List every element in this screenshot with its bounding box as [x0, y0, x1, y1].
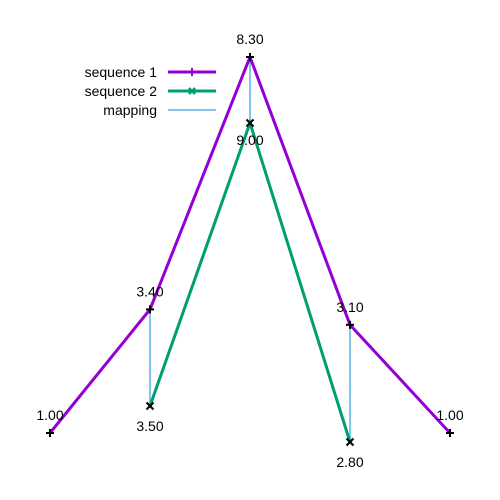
- data-label: 3.10: [336, 299, 363, 315]
- data-point-marker: [246, 53, 254, 61]
- data-label: 3.40: [136, 283, 163, 299]
- legend-item: sequence 1: [85, 64, 216, 80]
- legend-item: mapping: [103, 102, 216, 118]
- series-markers: [46, 53, 454, 447]
- data-point-marker: [346, 320, 354, 329]
- data-point-marker: [345, 437, 355, 447]
- series-line-2: [148, 118, 352, 443]
- data-label: 9.00: [236, 132, 263, 148]
- data-point-marker: [245, 118, 255, 128]
- legend-item: sequence 2: [85, 83, 216, 99]
- data-label: 8.30: [236, 31, 263, 47]
- mapping-lines: [149, 57, 351, 442]
- data-point-marker: [146, 305, 154, 314]
- data-point-marker: [145, 401, 155, 411]
- data-point-marker: [46, 429, 54, 437]
- data-label: 1.00: [436, 407, 463, 423]
- data-labels: 1.00 3.40 8.30 3.10 1.00 3.50 9.00 2.80: [36, 31, 463, 470]
- data-label: 3.50: [136, 418, 163, 434]
- data-label: 2.80: [336, 454, 363, 470]
- legend-label: sequence 1: [85, 64, 158, 80]
- data-label: 1.00: [36, 407, 63, 423]
- legend: sequence 1 sequence 2 mapping: [85, 64, 216, 118]
- legend-label: mapping: [103, 102, 157, 118]
- legend-label: sequence 2: [85, 83, 158, 99]
- data-point-marker: [446, 429, 454, 437]
